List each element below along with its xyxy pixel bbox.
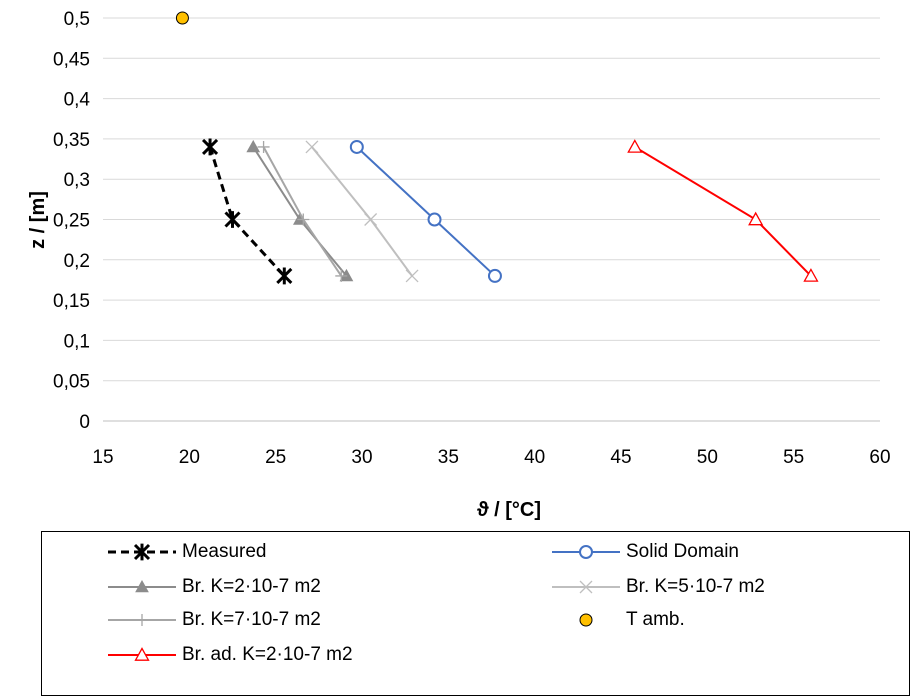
y-tick-label: 0,15 bbox=[53, 291, 90, 312]
data-point bbox=[487, 268, 502, 283]
data-point bbox=[427, 212, 442, 227]
x-tick-label: 55 bbox=[783, 447, 804, 468]
legend-item: T amb. bbox=[550, 605, 685, 635]
data-point bbox=[748, 211, 764, 226]
x-tick-label: 20 bbox=[179, 447, 200, 468]
x-axis-label: ϑ / [°C] bbox=[477, 499, 541, 521]
y-tick-label: 0,2 bbox=[64, 251, 90, 272]
legend-swatch bbox=[108, 543, 176, 561]
legend-label: Br. K=2·10-7 m2 bbox=[182, 576, 321, 597]
data-point bbox=[201, 138, 219, 156]
y-tick-label: 0,5 bbox=[64, 9, 90, 30]
x-tick-label: 45 bbox=[610, 447, 631, 468]
legend-swatch bbox=[108, 579, 176, 593]
series-layer bbox=[175, 11, 819, 285]
data-point bbox=[175, 11, 189, 25]
y-axis-label: z / [m] bbox=[27, 191, 49, 249]
legend-swatch bbox=[579, 613, 593, 627]
series-4 bbox=[257, 140, 348, 282]
y-tick-label: 0,35 bbox=[53, 130, 90, 151]
data-point bbox=[349, 139, 364, 154]
data-point bbox=[803, 268, 819, 282]
data-point bbox=[133, 543, 151, 561]
legend-item: Solid Domain bbox=[550, 537, 739, 567]
legend-label: Br. ad. K=2·10-7 m2 bbox=[182, 644, 353, 665]
legend-label: Br. K=5·10-7 m2 bbox=[626, 576, 765, 597]
legend-label: T amb. bbox=[626, 609, 685, 630]
x-tick-label: 25 bbox=[265, 447, 286, 468]
y-tick-label: 0 bbox=[79, 412, 90, 433]
x-tick-labels: 15 20 25 30 35 40 45 50 55 60 bbox=[92, 447, 890, 468]
legend-item: Br. K=2·10-7 m2 bbox=[106, 572, 321, 602]
y-tick-label: 0,25 bbox=[53, 211, 90, 232]
legend-item: Measured bbox=[106, 537, 267, 567]
series-line bbox=[634, 146, 812, 277]
data-point bbox=[627, 139, 643, 153]
chart-plot: 15 20 25 30 35 40 45 50 55 60 0 0,05 0,1 0,15 0,2 0,25… bbox=[27, 9, 891, 521]
data-point bbox=[364, 213, 378, 226]
data-point bbox=[136, 614, 148, 626]
x-tick-label: 15 bbox=[92, 447, 113, 468]
legend-swatch bbox=[108, 647, 176, 661]
data-point bbox=[276, 267, 293, 285]
legend-swatch bbox=[552, 580, 620, 594]
gridlines bbox=[103, 17, 880, 422]
legend: Measured Solid Domain Br. K=2·10-7 m2 Br. K… bbox=[41, 531, 910, 696]
series-3 bbox=[305, 140, 419, 283]
x-tick-label: 40 bbox=[524, 447, 545, 468]
series-1 bbox=[349, 139, 502, 283]
y-tick-label: 0,4 bbox=[64, 90, 91, 111]
legend-label: Measured bbox=[182, 541, 267, 562]
data-point bbox=[257, 140, 270, 153]
data-point bbox=[305, 140, 319, 154]
legend-swatch bbox=[552, 545, 620, 559]
legend-label: Solid Domain bbox=[626, 541, 739, 562]
y-tick-label: 0,1 bbox=[64, 331, 90, 352]
legend-item: Br. K=7·10-7 m2 bbox=[106, 605, 321, 635]
series-6 bbox=[627, 139, 819, 282]
data-point bbox=[246, 139, 261, 153]
y-tick-labels: 0 0,05 0,1 0,15 0,2 0,25 0,3 0,35 0,4 0,45 0,5 bbox=[53, 9, 90, 433]
legend-swatch bbox=[108, 614, 176, 626]
x-tick-label: 35 bbox=[438, 447, 459, 468]
legend-label: Br. K=7·10-7 m2 bbox=[182, 609, 321, 630]
legend-item: Br. K=5·10-7 m2 bbox=[550, 572, 765, 602]
y-tick-label: 0,05 bbox=[53, 372, 90, 393]
series-line bbox=[311, 146, 413, 277]
data-point bbox=[579, 580, 593, 594]
data-point bbox=[224, 211, 241, 228]
data-point bbox=[134, 647, 150, 661]
data-point bbox=[579, 545, 593, 559]
series-0 bbox=[201, 138, 293, 285]
series-line bbox=[356, 146, 496, 277]
data-point bbox=[405, 269, 419, 283]
x-tick-label: 60 bbox=[869, 447, 890, 468]
y-tick-label: 0,3 bbox=[64, 170, 90, 191]
x-tick-label: 30 bbox=[351, 447, 372, 468]
series-5 bbox=[175, 11, 189, 25]
data-point bbox=[135, 579, 149, 593]
data-point bbox=[335, 269, 348, 282]
data-point bbox=[579, 613, 593, 627]
legend-item: Br. ad. K=2·10-7 m2 bbox=[106, 640, 353, 670]
y-tick-label: 0,45 bbox=[53, 49, 90, 70]
x-tick-label: 50 bbox=[697, 447, 718, 468]
data-point bbox=[297, 213, 310, 226]
